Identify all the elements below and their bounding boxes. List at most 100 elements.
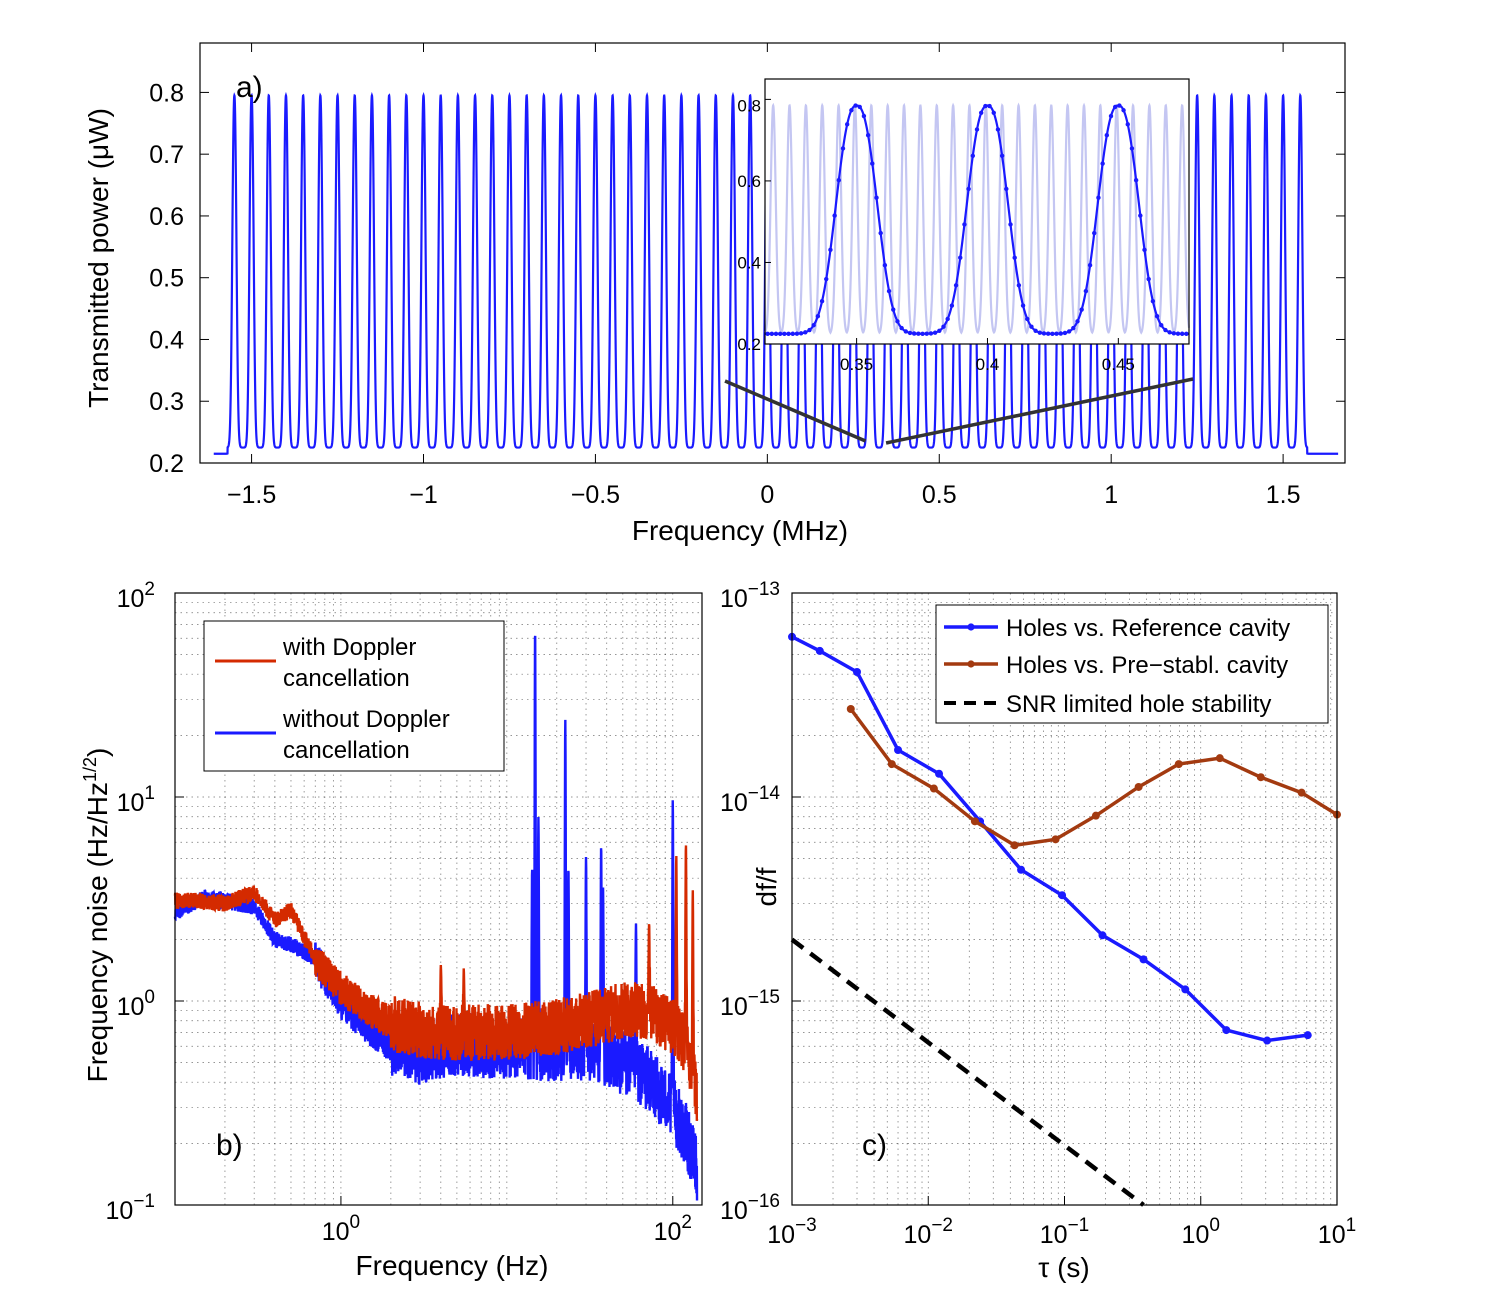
- inset-data-point: [777, 331, 783, 337]
- inset-data-point: [1179, 331, 1185, 336]
- inset-data-point: [1058, 331, 1063, 336]
- panel-b-x-axis-title: Frequency (Hz): [356, 1250, 549, 1281]
- panel-c-y-tick-label-exp: −16: [748, 1191, 780, 1212]
- inset-data-point: [895, 319, 900, 324]
- panel-b-y-tick-label-exp: −1: [133, 1191, 155, 1212]
- inset-data-point: [1008, 222, 1013, 227]
- inset-data-point: [1125, 122, 1130, 127]
- inset-data-point: [1066, 329, 1072, 334]
- inset-data-point: [773, 331, 779, 337]
- panel-b-y-tick-label-exp: 1: [144, 783, 155, 804]
- panel-c-line-0: [791, 635, 1308, 1043]
- inset-data-point: [874, 195, 879, 200]
- panel-c-marker-1: [1174, 760, 1183, 769]
- inset-data-point: [924, 331, 929, 336]
- inset-data-point: [1054, 331, 1059, 336]
- inset-data-point: [1016, 283, 1022, 288]
- inset-data-point: [832, 213, 837, 218]
- legend-marker-prestabl-cavity: [967, 660, 975, 668]
- inset-data-point: [819, 299, 825, 304]
- panel-a-axes: −1.5 −1 −0.5 0 0.5 1 1.5 0.2 0.3 0.4 0.5 0.6 0.7 0.8: [149, 43, 1345, 509]
- inset-data-point: [844, 122, 850, 127]
- panel-a-y-tick-label: 0.7: [149, 141, 184, 169]
- panel-c-x-tick-label: 10−2: [904, 1215, 953, 1249]
- inset-data-point: [861, 113, 867, 119]
- inset-data-point: [1029, 324, 1034, 329]
- panel-b-y-tick-label-base: 10: [117, 993, 145, 1021]
- inset-data-point: [786, 331, 791, 336]
- inset-data-point: [932, 330, 938, 335]
- legend-label-prestabl-cavity: Holes vs. Pre−stabl. cavity: [1006, 652, 1288, 679]
- inset-plot-area: [764, 102, 1191, 337]
- inset-data-point: [1025, 316, 1030, 322]
- panel-c-y-tick-label: 10−16: [720, 1191, 780, 1225]
- inset-data-point: [790, 331, 795, 336]
- panel-c-y-tick-label: 10−13: [720, 579, 780, 613]
- panel-b-legend: with Doppler cancellation without Dopple…: [203, 620, 505, 772]
- inset-data-point: [1100, 161, 1105, 166]
- panel-c-y-tick-label-base: 10: [720, 993, 748, 1021]
- panel-b-x-tick-label-exp: 2: [681, 1212, 692, 1233]
- panel-b-x-tick-label: 102: [654, 1212, 692, 1246]
- inset-data-point: [1092, 230, 1097, 236]
- inset-data-point: [907, 330, 913, 336]
- inset-data-point: [794, 331, 800, 336]
- inset-y-tick-label: 0.2: [737, 335, 761, 354]
- inset-data-point: [765, 331, 770, 337]
- inset-data-point: [937, 328, 942, 333]
- panel-c-series-group: [788, 632, 1341, 1207]
- panel-b-y-axis-title-end: ): [82, 748, 113, 757]
- inset-data-point: [1104, 133, 1110, 138]
- inset-data-point: [857, 104, 862, 110]
- panel-c-x-tick-label: 10−1: [1040, 1215, 1089, 1249]
- panel-c-line-2: [790, 937, 1145, 1207]
- inset-data-point: [1071, 325, 1076, 331]
- inset-data-point: [1133, 178, 1139, 183]
- inset-data-point: [1079, 307, 1084, 312]
- panel-c-marker-1: [1256, 773, 1265, 782]
- panel-c-y-tick-label-exp: −15: [748, 987, 780, 1008]
- inset-y-tick-label: 0.4: [737, 253, 761, 272]
- legend-label-reference-cavity: Holes vs. Reference cavity: [1006, 615, 1290, 642]
- panel-c-x-axis-title: τ (s): [1038, 1252, 1090, 1283]
- inset-frame: [764, 78, 1190, 345]
- inset-data-point: [970, 153, 976, 158]
- panel-c-legend: Holes vs. Reference cavity Holes vs. Pre…: [935, 604, 1329, 724]
- panel-c-x-tick-label-exp: −3: [795, 1215, 817, 1236]
- panel-b-line-without-doppler: [173, 635, 699, 1201]
- panel-c-marker-0: [894, 745, 903, 754]
- panel-c-x-tick-label: 100: [1182, 1215, 1220, 1249]
- panel-a-x-tick-label: −1: [409, 481, 438, 509]
- panel-a-x-tick-label: 1.5: [1266, 481, 1301, 509]
- panel-c-y-tick-label: 10−14: [720, 783, 780, 817]
- inset-data-point: [1159, 323, 1164, 328]
- panel-b-y-tick-label: 101: [117, 783, 155, 817]
- inset-data-point: [928, 331, 934, 336]
- inset-data-point: [1154, 313, 1160, 319]
- panel-c-marker-1: [929, 784, 938, 793]
- inset-data-point: [983, 103, 988, 109]
- panel-b-y-tick-label-base: 10: [106, 1197, 134, 1225]
- panel-b-y-tick-label-exp: 2: [144, 579, 155, 600]
- inset-data-point: [1121, 108, 1126, 113]
- inset-data-point: [949, 303, 955, 308]
- inset-data-point: [920, 331, 925, 336]
- panel-b-line-with-doppler: [173, 845, 699, 1121]
- panel-c-marker-1: [1297, 788, 1306, 797]
- panel-b-y-axis-title-sup: 1/2: [80, 757, 100, 782]
- inset-data-point: [803, 330, 808, 335]
- zoom-line-right: [885, 377, 1194, 445]
- panel-c-marker-0: [935, 769, 944, 778]
- inset-data-point: [1163, 327, 1168, 333]
- panel-c-marker-0: [1181, 985, 1190, 994]
- panel-a-x-tick-label: 0.5: [922, 481, 957, 509]
- panel-a-y-tick-label: 0.4: [149, 326, 184, 354]
- panel-c-marker-0: [815, 646, 824, 655]
- inset-data-point: [1062, 330, 1068, 336]
- inset-data-point: [870, 161, 875, 166]
- inset-data-point: [840, 146, 846, 151]
- panel-b-y-tick-label-base: 10: [117, 585, 145, 613]
